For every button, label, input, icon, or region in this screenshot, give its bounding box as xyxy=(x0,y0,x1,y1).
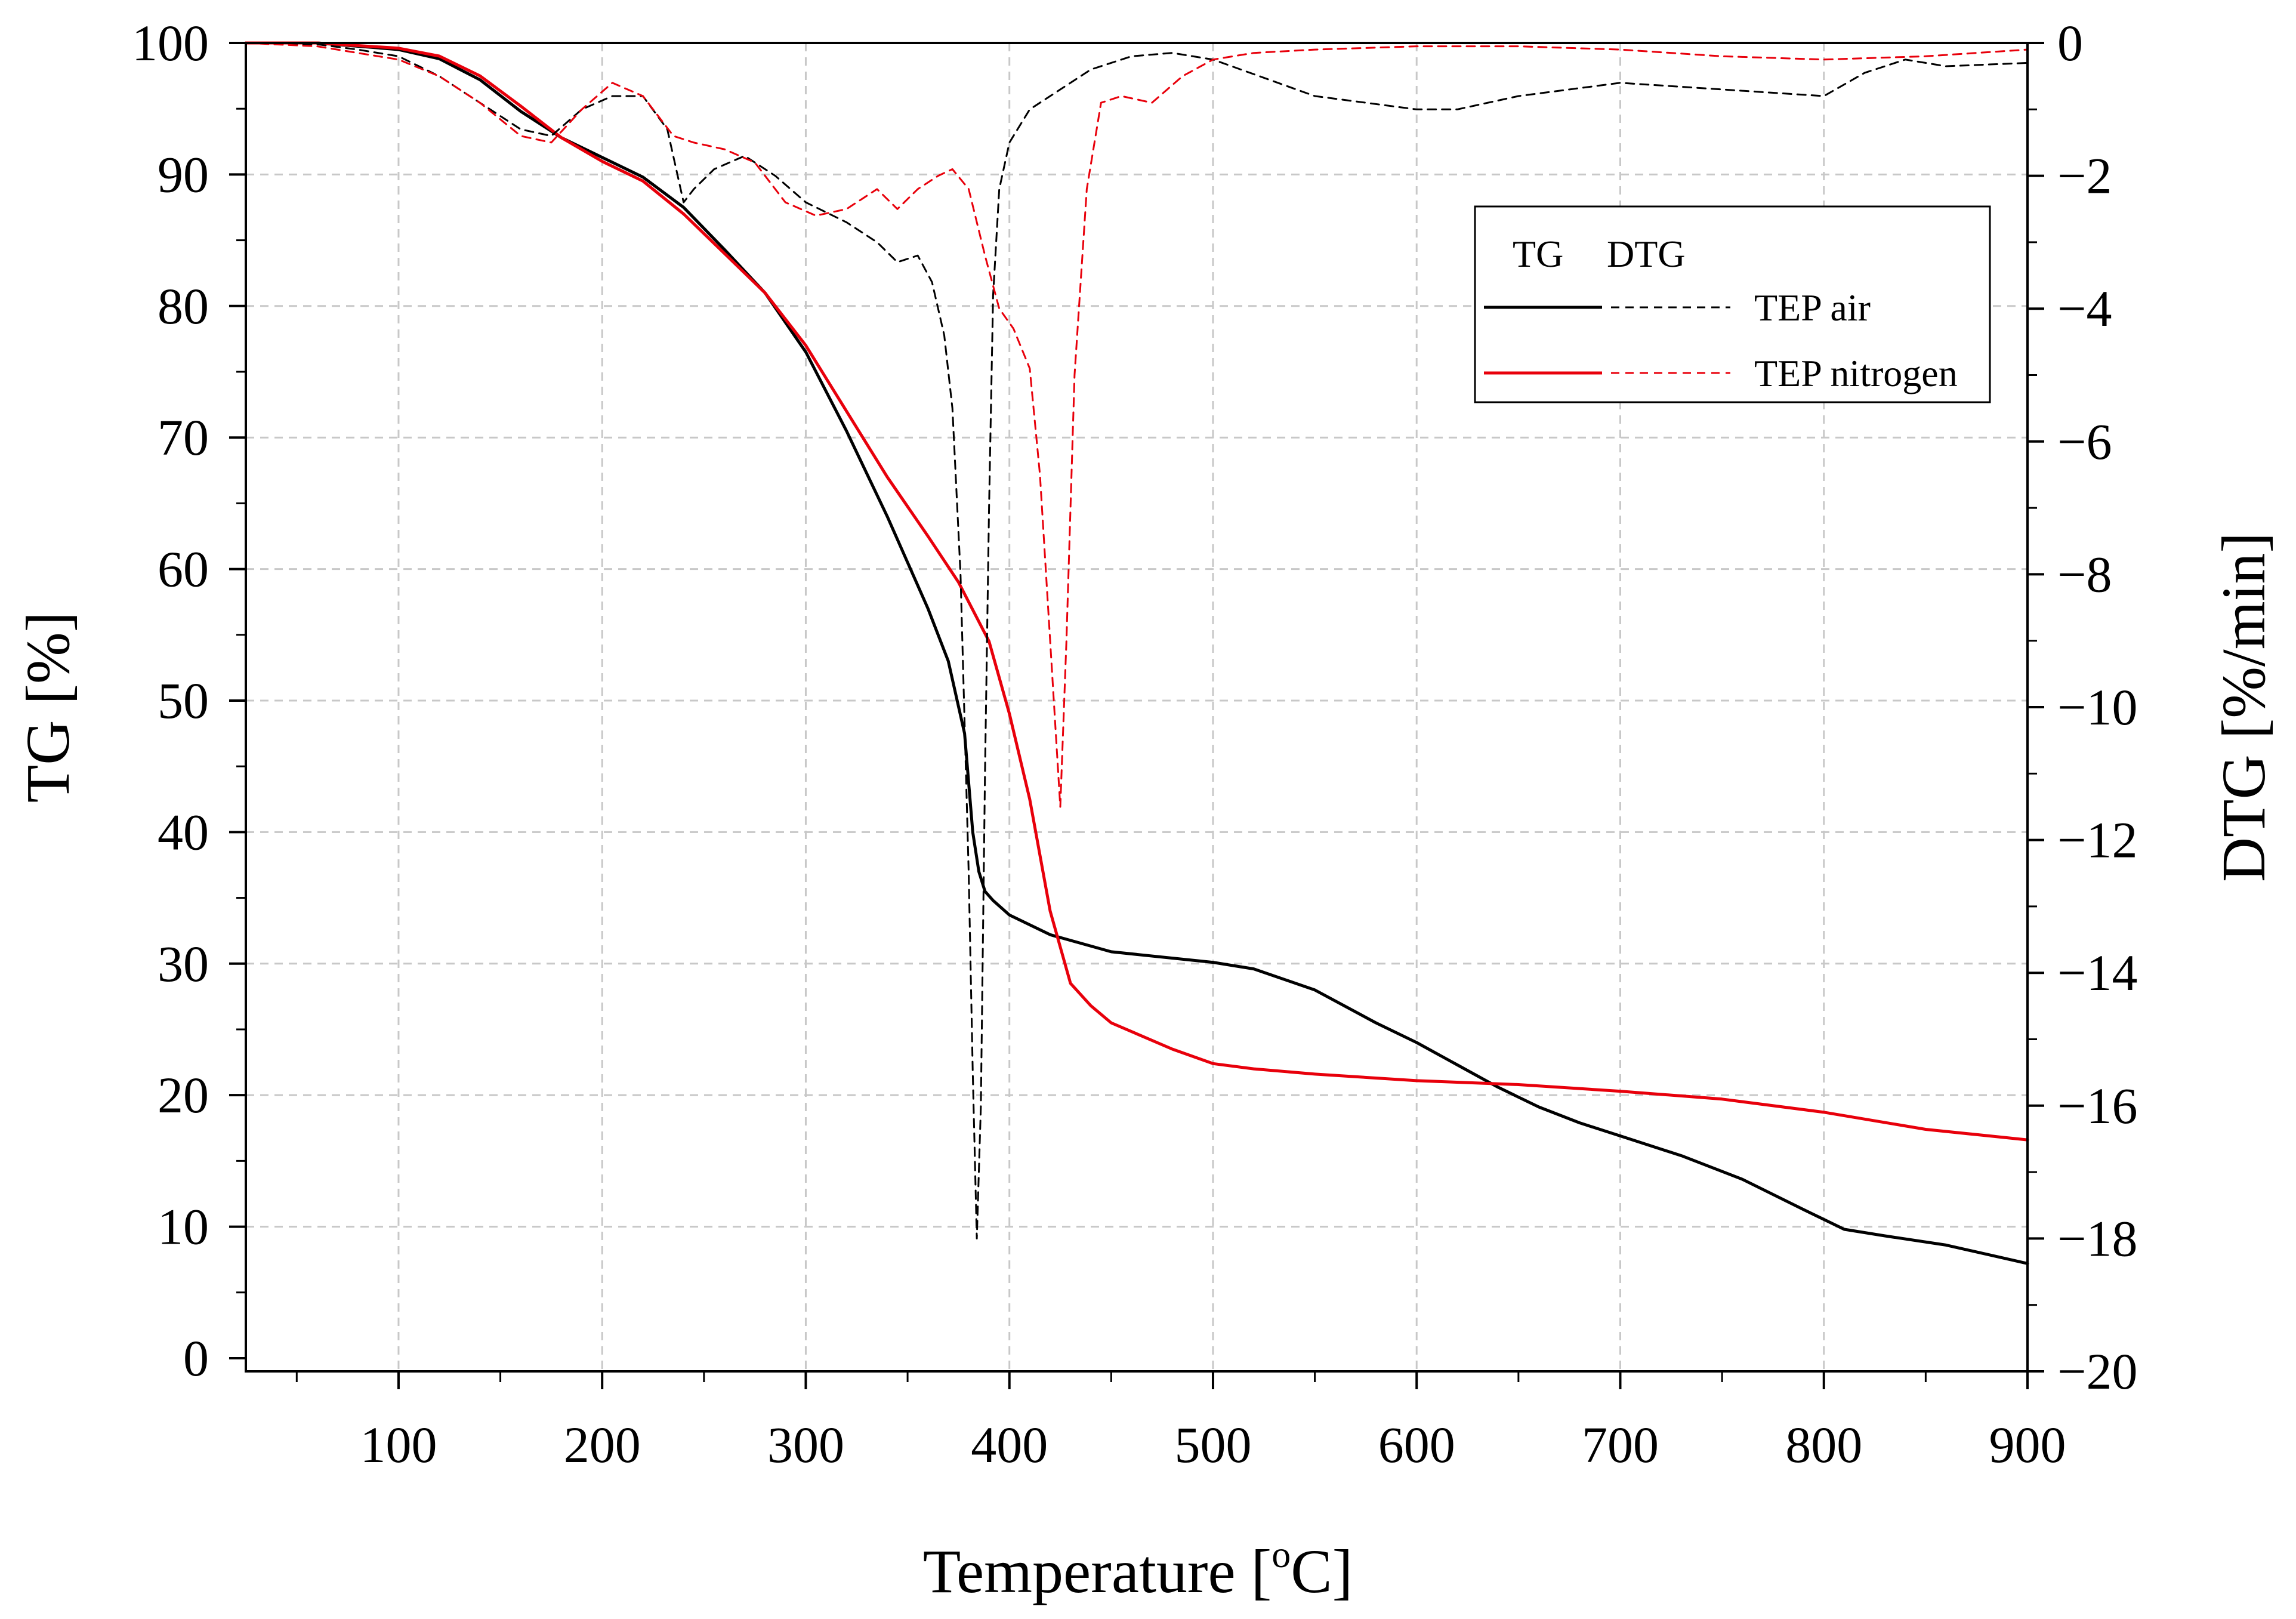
y-left-tick-labels: 0 10 20 30 40 50 60 70 80 90 100 xyxy=(132,14,209,1387)
x-tick-label-900: 900 xyxy=(1989,1416,2066,1473)
legend-box xyxy=(1474,205,1991,403)
series-layer xyxy=(244,41,2029,1265)
y-right-tick-label-0: 0 xyxy=(2057,14,2083,72)
axis-ticks xyxy=(229,42,2044,1389)
x-tick-label-100: 100 xyxy=(360,1416,437,1473)
x-tick-label-500: 500 xyxy=(1174,1416,1251,1473)
y-right-tick-label-3: −6 xyxy=(2057,413,2112,470)
y-left-axis-title: TG [%] xyxy=(14,612,82,803)
x-tick-label-600: 600 xyxy=(1378,1416,1455,1473)
x-axis-title: Temperature [oC] xyxy=(923,1533,1353,1606)
y-left-tick-label-100: 100 xyxy=(132,14,209,72)
x-tick-label-800: 800 xyxy=(1785,1416,1862,1473)
x-tick-labels: 100 200 300 400 500 600 700 800 900 xyxy=(360,1416,2066,1473)
y-right-tick-label-1: −2 xyxy=(2057,147,2112,205)
y-right-tick-label-7: −14 xyxy=(2057,944,2138,1001)
y-left-tick-label-0: 0 xyxy=(183,1330,209,1387)
x-axis-title-text: Temperature [ xyxy=(923,1537,1272,1606)
y-left-tick-label-80: 80 xyxy=(158,277,209,335)
y-right-axis-title: DTG [%/min] xyxy=(2209,532,2278,882)
x-tick-label-200: 200 xyxy=(564,1416,641,1473)
x-tick-label-300: 300 xyxy=(767,1416,844,1473)
series-dtg-tep-nitrogen xyxy=(245,42,2029,808)
y-right-tick-label-9: −18 xyxy=(2057,1210,2138,1267)
y-left-tick-label-60: 60 xyxy=(158,541,209,598)
x-tick-label-400: 400 xyxy=(971,1416,1048,1473)
y-right-tick-label-6: −12 xyxy=(2057,812,2138,869)
x-axis-title-unit: C] xyxy=(1291,1537,1353,1606)
y-left-tick-label-40: 40 xyxy=(158,803,209,861)
y-left-tick-label-10: 10 xyxy=(158,1198,209,1256)
y-left-tick-label-30: 30 xyxy=(158,935,209,992)
legend-air-label: TEP air xyxy=(1754,286,1871,329)
y-left-tick-label-90: 90 xyxy=(158,146,209,203)
y-left-tick-label-20: 20 xyxy=(158,1066,209,1124)
y-left-tick-label-50: 50 xyxy=(158,672,209,729)
y-left-tick-label-70: 70 xyxy=(158,409,209,466)
y-right-tick-label-5: −10 xyxy=(2057,679,2138,736)
legend-header-dtg: DTG xyxy=(1607,233,1686,275)
series-dtg-tep-air xyxy=(245,42,2029,1239)
x-axis-title-superscript: o xyxy=(1272,1533,1291,1575)
y-right-tick-label-2: −4 xyxy=(2057,280,2112,337)
legend: TG DTG TEP air TEP nitrogen xyxy=(1474,205,1991,403)
y-right-tick-label-8: −16 xyxy=(2057,1077,2138,1134)
y-right-tick-label-4: −8 xyxy=(2057,545,2112,603)
y-right-tick-label-10: −20 xyxy=(2057,1343,2138,1400)
y-right-tick-labels: 0 −2 −4 −6 −8 −10 −12 −14 −16 −18 −20 xyxy=(2057,14,2138,1400)
legend-header-tg: TG xyxy=(1513,233,1563,275)
series-tg-tep-air xyxy=(244,41,2029,1265)
series-tg-tep-nitrogen xyxy=(244,41,2029,1142)
x-tick-label-700: 700 xyxy=(1582,1416,1659,1473)
legend-nitrogen-label: TEP nitrogen xyxy=(1754,352,1958,394)
